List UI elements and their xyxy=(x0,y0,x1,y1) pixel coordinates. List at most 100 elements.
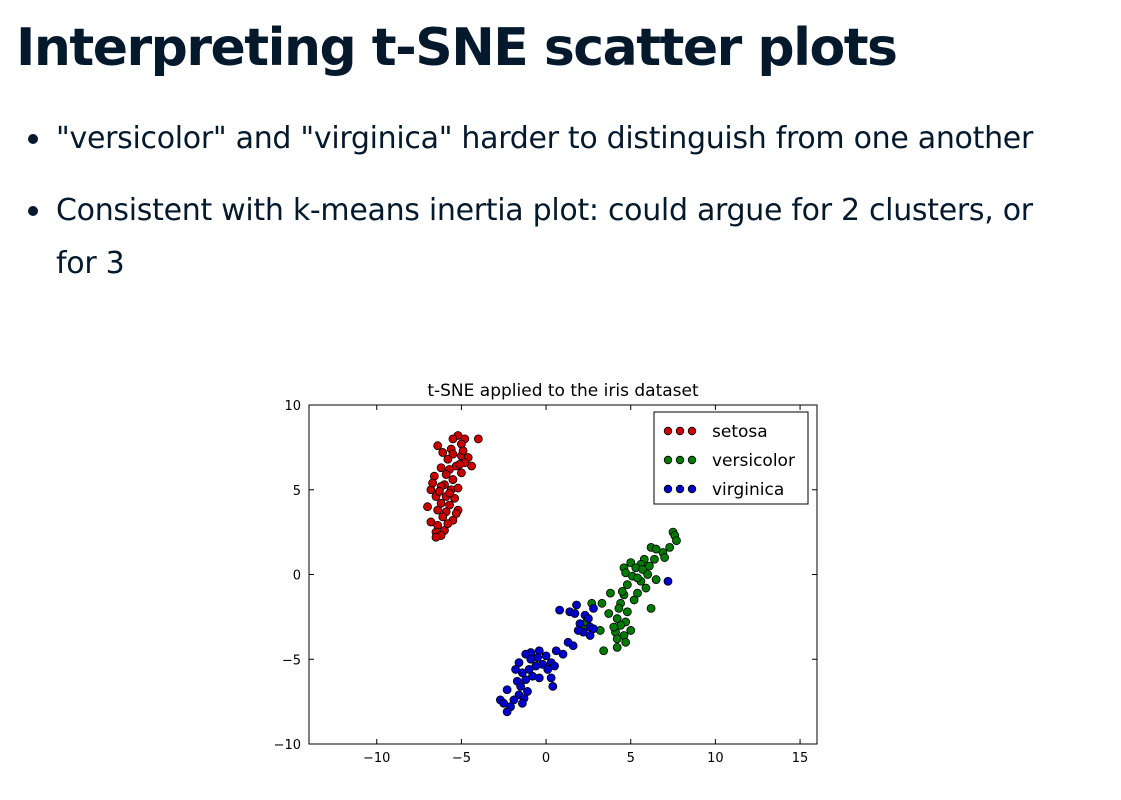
virginica-point xyxy=(583,614,593,623)
legend-label-versicolor: versicolor xyxy=(712,451,795,471)
setosa-point xyxy=(438,448,448,457)
y-tick-label: −5 xyxy=(282,653,301,668)
setosa-point xyxy=(443,454,453,464)
legend-label-setosa: setosa xyxy=(712,422,768,442)
virginica-point xyxy=(521,675,531,684)
setosa-point xyxy=(433,505,443,515)
virginica-point xyxy=(663,576,673,586)
setosa-point xyxy=(448,475,458,484)
setosa-point xyxy=(438,512,448,522)
slide-title: Interpreting t-SNE scatter plots xyxy=(16,18,898,78)
virginica-point xyxy=(541,651,551,661)
legend-marker-virginica xyxy=(675,484,685,494)
versicolor-point xyxy=(606,588,615,598)
versicolor-point xyxy=(650,554,659,564)
virginica-point xyxy=(563,637,573,647)
versicolor-point xyxy=(646,603,656,613)
setosa-point xyxy=(431,532,441,542)
virginica-point xyxy=(573,626,583,635)
virginica-point xyxy=(534,673,544,683)
setosa-point xyxy=(455,459,465,469)
x-tick-label: 15 xyxy=(792,751,809,766)
virginica-point xyxy=(558,649,568,659)
scatter-chart: t-SNE applied to the iris dataset −10 −5 0… xyxy=(274,381,818,766)
legend: setosa versicolor virginica xyxy=(653,411,809,505)
versicolor-point xyxy=(609,622,619,632)
bullet-dot-icon xyxy=(28,134,38,144)
bullet-text-2: Consistent with k-means inertia plot: co… xyxy=(56,193,1033,281)
axis-ticks: −10 −5 0 5 10 15 −10 −5 0 5 10 xyxy=(274,399,817,766)
versicolor-point xyxy=(612,642,622,652)
virginica-point xyxy=(572,600,581,610)
setosa-point xyxy=(436,463,446,473)
versicolor-point xyxy=(622,607,632,617)
virginica-point xyxy=(589,603,598,613)
virginica-point xyxy=(546,673,556,683)
virginica-point xyxy=(543,665,553,674)
setosa-point xyxy=(428,478,438,488)
setosa-point xyxy=(458,446,468,456)
virginica-point xyxy=(526,654,536,664)
versicolor-point xyxy=(612,634,622,644)
versicolor-point xyxy=(617,587,627,596)
legend-marker-setosa xyxy=(687,426,697,436)
x-tick-label: 5 xyxy=(627,751,635,766)
legend-marker-versicolor xyxy=(675,455,685,465)
bullet-text-1: "versicolor" and "virginica" harder to d… xyxy=(56,121,1033,156)
versicolor-point xyxy=(641,583,651,593)
legend-marker-virginica xyxy=(687,484,697,494)
virginica-point xyxy=(548,681,558,691)
setosa-point xyxy=(453,483,463,493)
y-tick-label: −10 xyxy=(274,738,301,753)
versicolor-point xyxy=(597,598,607,608)
setosa-point xyxy=(448,434,458,444)
versicolor-point xyxy=(672,536,681,546)
virginica-point xyxy=(516,681,526,691)
versicolor-point xyxy=(651,575,661,584)
bullet-list: "versicolor" and "virginica" harder to d… xyxy=(22,112,1062,309)
virginica-point xyxy=(517,698,527,708)
virginica-point xyxy=(570,609,580,618)
setosa-point xyxy=(443,519,453,529)
legend-marker-setosa xyxy=(663,426,673,436)
setosa-point xyxy=(434,487,444,496)
legend-label-virginica: virginica xyxy=(712,480,784,500)
setosa-point xyxy=(445,488,454,498)
versicolor-point xyxy=(599,646,609,656)
bullet-dot-icon xyxy=(28,206,38,216)
bullet-item-2: Consistent with k-means inertia plot: co… xyxy=(22,184,1062,290)
versicolor-point xyxy=(604,609,614,618)
x-tick-label: −5 xyxy=(452,751,471,766)
versicolor-point xyxy=(626,626,636,635)
versicolor-point xyxy=(633,573,642,583)
bullet-item-1: "versicolor" and "virginica" harder to d… xyxy=(22,112,1062,165)
legend-marker-virginica xyxy=(663,484,673,494)
x-tick-label: 10 xyxy=(707,751,724,766)
setosa-point xyxy=(451,509,461,518)
legend-marker-versicolor xyxy=(663,455,673,465)
setosa-point xyxy=(423,502,432,512)
x-tick-label: 0 xyxy=(542,751,550,766)
versicolor-point xyxy=(644,561,654,571)
versicolor-point xyxy=(622,580,632,590)
versicolor-point xyxy=(621,637,631,647)
versicolor-point xyxy=(643,570,653,579)
versicolor-point xyxy=(633,588,642,598)
setosa-point xyxy=(473,434,483,444)
versicolor-point xyxy=(651,544,661,554)
legend-marker-versicolor xyxy=(687,455,697,465)
virginica-point xyxy=(502,707,512,717)
chart-title: t-SNE applied to the iris dataset xyxy=(427,381,699,401)
data-points xyxy=(423,431,681,717)
virginica-point xyxy=(502,685,512,695)
x-tick-label: −10 xyxy=(363,751,390,766)
setosa-point xyxy=(441,470,451,479)
virginica-point xyxy=(511,665,520,674)
virginica-point xyxy=(589,624,598,634)
virginica-point xyxy=(555,605,565,615)
legend-marker-setosa xyxy=(675,426,685,436)
setosa-point xyxy=(456,468,466,478)
y-tick-label: 0 xyxy=(293,569,301,584)
versicolor-point xyxy=(614,603,624,613)
versicolor-point xyxy=(660,553,670,562)
